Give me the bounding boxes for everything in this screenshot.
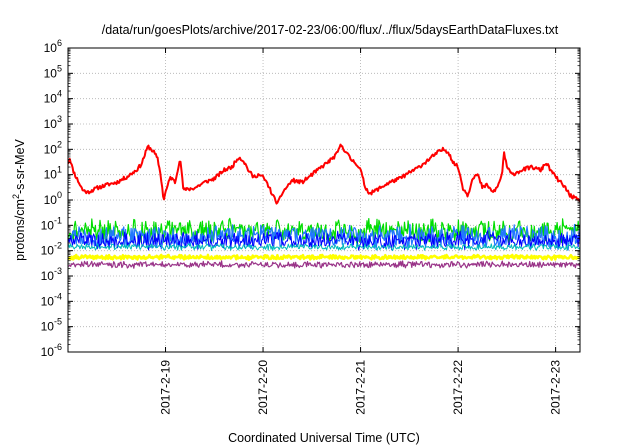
y-axis-label-sup: 2 (11, 194, 21, 199)
y-tick-label: 102 (44, 139, 62, 156)
x-tick-label: 2017-2-21 (354, 360, 368, 415)
y-axis: 10-6 10-5 10-4 10-3 10-2 10-1 100 101 102 103 104 1… (41, 38, 580, 359)
series-layer (68, 143, 580, 269)
x-tick-label: 2017-2-22 (451, 360, 465, 415)
x-axis: 2017-2-19 2017-2-20 2017-2-21 2017-2-22 2017… (159, 48, 563, 415)
y-axis-label: protons/cm2-s-sr-MeV (11, 138, 27, 260)
y-tick-label: 103 (44, 114, 62, 131)
series-line-4 (68, 242, 580, 252)
y-tick-label: 10-5 (41, 317, 62, 334)
chart-title: /data/run/goesPlots/archive/2017-02-23/0… (102, 23, 559, 37)
y-tick-label: 10-3 (41, 266, 62, 283)
y-tick-label: 100 (44, 190, 62, 207)
x-tick-label: 2017-2-20 (256, 360, 270, 415)
y-tick-label: 10-6 (41, 342, 62, 359)
series-line-3 (68, 230, 580, 251)
y-tick-label: 10-1 (41, 215, 62, 232)
y-tick-label: 10-4 (41, 291, 62, 308)
series-line-6 (68, 260, 580, 269)
x-axis-label: Coordinated Universal Time (UTC) (228, 431, 420, 445)
y-tick-label: 105 (44, 63, 62, 80)
y-axis-label-rest: -s-sr-MeV (13, 138, 27, 194)
x-tick-label: 2017-2-23 (549, 360, 563, 415)
y-axis-label-base: protons/cm (13, 199, 27, 261)
y-tick-label: 101 (44, 165, 62, 182)
y-tick-label: 10-2 (41, 241, 62, 258)
y-tick-label: 104 (44, 89, 62, 106)
grid-lines (68, 48, 580, 352)
series-line-7 (68, 143, 580, 205)
x-tick-label: 2017-2-19 (159, 360, 173, 415)
y-tick-label: 106 (44, 38, 62, 55)
series-line-5 (68, 253, 580, 261)
